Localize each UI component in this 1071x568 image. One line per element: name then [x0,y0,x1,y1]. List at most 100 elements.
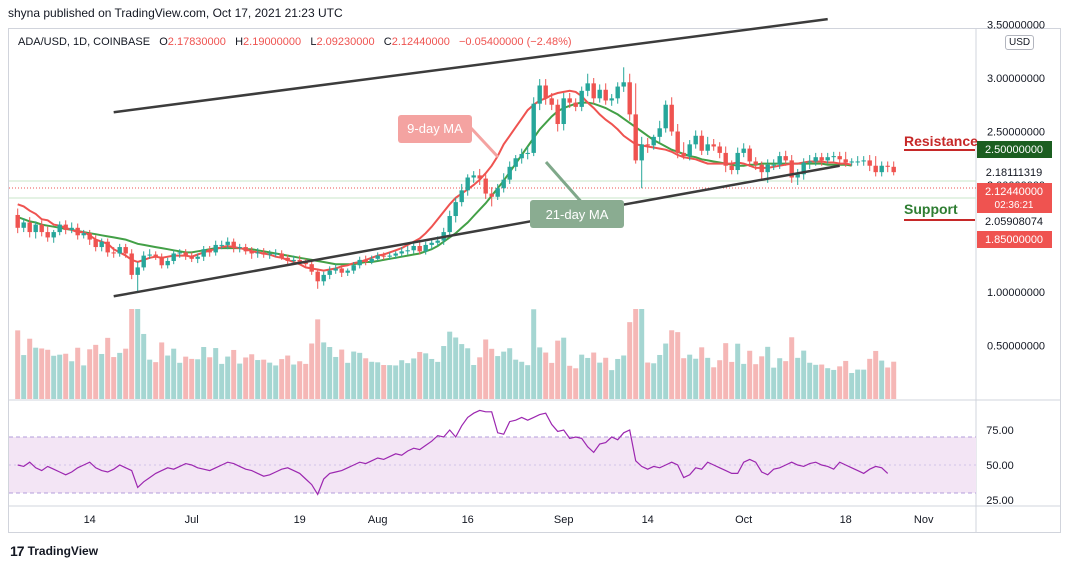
candle-body [243,247,248,252]
volume-bar [345,362,351,399]
volume-bar [165,355,171,399]
price-tick-label: 1.00000000 [987,287,1045,299]
candle-body [423,244,428,252]
change-value: −0.05400000 (−2.48%) [459,36,572,48]
volume-bar [795,357,801,399]
ma21-path [17,101,852,266]
volume-bar [357,352,363,399]
high-price-text: 2.18111319 [986,167,1042,179]
footer-brand[interactable]: 17 TradingView [10,543,98,559]
candle-body [255,252,260,254]
ma9-callout[interactable]: 9-day MA [398,115,500,159]
candle-body [231,241,236,249]
volume-bar [219,363,225,399]
volume-bar [447,331,453,399]
candle-body [681,152,686,157]
volume-bar [297,361,303,399]
volume-bar [849,373,855,399]
candle-body [297,259,302,263]
volume-bar [369,361,375,399]
support-annotation[interactable]: Support [904,201,975,221]
volume-bar [303,363,309,399]
volume-bar [81,365,87,399]
candle-body [711,144,716,147]
ma21-pointer [544,161,586,206]
candle-body [87,233,92,240]
volume-bar [477,357,483,399]
candle-body [39,224,44,233]
candle-body [855,161,860,163]
volume-bar [471,365,477,399]
volume-bar [417,351,423,399]
volume-bar [27,338,33,399]
volume-bar [381,365,387,399]
currency-badge[interactable]: USD [1005,35,1035,50]
volume-bar [747,350,753,399]
volume-bar [759,356,765,399]
candle-body [615,86,620,99]
volume-bar [609,370,615,399]
candle-body [495,188,500,197]
publish-line: shyna published on TradingView.com, Oct … [8,6,343,20]
volume-bar [669,330,675,399]
channel-upper[interactable] [113,17,828,114]
volume-bar [273,365,279,399]
candle-body [189,255,194,259]
rsi-band [9,436,976,494]
volume-bar [57,354,63,399]
time-axis: 14 Jul 19 Aug 16 Sep 14 Oct 18 Nov [84,514,934,526]
volume-bar [765,346,771,399]
volume-bar [627,322,633,399]
volume-bar [699,347,705,399]
trendlines[interactable] [113,17,840,298]
volume-bar [69,361,75,399]
volume-bar [663,343,669,399]
time-tick-label: 18 [840,514,852,526]
candle-body [597,89,602,99]
ohlc-legend[interactable]: ADA/USD, 1D, COINBASE O2.17830000 H2.190… [18,36,572,48]
candle-body [807,161,812,163]
candle-body [891,166,896,173]
candle-body [651,136,656,146]
candle-body [99,241,104,248]
candle-body [249,251,254,254]
candle-body [609,98,614,101]
candle-body [333,268,338,271]
volume-bar [633,309,639,399]
time-tick-label: 14 [84,514,96,526]
candle-body [471,175,476,178]
candle-body [519,153,524,159]
resistance-label: Resistance [904,133,978,149]
volume-bar [339,349,345,399]
time-tick-label: 14 [642,514,654,526]
volume-bars [15,309,897,399]
volume-bar [51,355,57,399]
volume-bar [363,358,369,399]
candle-body [345,270,350,273]
candle-body [459,190,464,203]
candle-body [393,253,398,256]
volume-bar [507,348,513,399]
candle-body [177,252,182,254]
volume-bar [501,351,507,399]
candle-body [399,251,404,254]
candle-body [849,161,854,163]
candle-body [567,98,572,103]
ma21-callout[interactable]: 21-day MA [530,161,624,228]
volume-bar [435,361,441,399]
volume-bar [489,348,495,399]
volume-bar [141,333,147,399]
volume-bar [585,357,591,399]
resistance-annotation[interactable]: Resistance [904,133,978,151]
channel-lower[interactable] [113,164,840,298]
volume-bar [537,347,543,399]
candle-body [111,252,116,254]
volume-bar [789,337,795,399]
volume-bar [561,337,567,399]
volume-bar [261,359,267,399]
candle-body [219,244,224,246]
low-value: 2.09230000 [316,36,375,48]
candle-body [105,241,110,253]
candle-body [363,259,368,263]
